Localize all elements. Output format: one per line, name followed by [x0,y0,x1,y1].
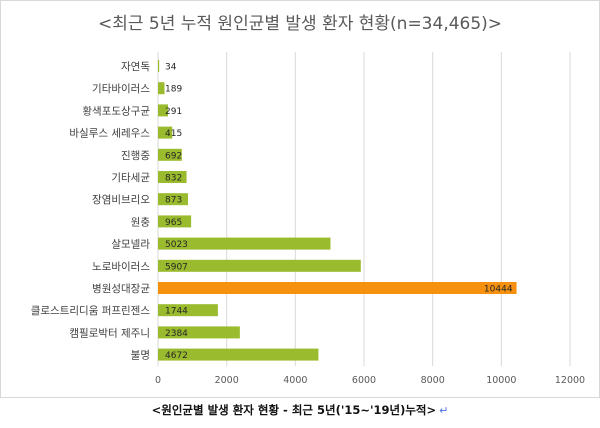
bar-data-label: 415 [165,129,182,139]
bar-data-label: 5023 [165,240,188,250]
bar-data-label: 291 [165,107,182,117]
category-label: 황색포도상구균 [82,105,150,117]
x-axis-ticks: 0 2000 4000 6000 8000 10000 12000 [155,375,585,386]
bar [158,126,173,139]
bar [158,193,188,206]
bar [158,215,192,228]
category-label: 기타바이러스 [92,83,150,95]
bar-chart: <최근 5년 누적 원인균별 발생 환자 현황(n=34,465)> 34 189… [31,14,585,386]
category-label: 병원성대장균 [92,283,150,295]
bar-data-label: 1744 [165,307,188,317]
bar-data-label: 189 [165,85,182,95]
bar-data-label: 832 [165,174,182,184]
x-tick-label: 2000 [215,375,239,386]
category-label: 캠필로박터 제주니 [69,327,150,339]
category-label: 살모넬라 [111,239,150,251]
bar-data-label: 34 [165,63,177,73]
gridlines [157,52,571,366]
bar-data-label: 873 [165,196,182,206]
x-tick-label: 4000 [283,375,307,386]
bar [158,82,165,95]
paragraph-return-icon: ↵ [439,404,449,417]
bar [158,304,218,317]
bar-data-label: 965 [165,218,182,228]
bar [158,259,361,272]
bar [158,104,168,117]
bar [158,60,160,72]
bar-data-label: 2384 [165,329,188,339]
category-label: 바실루스 세레우스 [69,128,150,140]
category-label: 클로스트리디움 퍼프린젠스 [31,305,151,317]
category-label: 진행중 [121,150,150,162]
x-tick-label: 10000 [486,375,516,386]
bar [158,148,182,161]
x-tick-label: 6000 [352,375,376,386]
category-label: 기타세균 [111,172,150,184]
bar-data-label: 4672 [165,351,188,361]
bar [158,348,319,361]
x-tick-label: 0 [155,375,161,386]
bar [158,237,331,250]
category-label: 불명 [131,350,150,362]
bar-data-label: 692 [165,151,182,161]
category-label: 노로바이러스 [92,261,150,273]
bar-data-label: 10444 [484,285,513,295]
bar [158,326,240,339]
x-tick-label: 12000 [555,375,585,386]
bar [158,282,517,294]
chart-title: <최근 5년 누적 원인균별 발생 환자 현황(n=34,465)> [98,14,502,34]
bar-data-label: 5907 [165,262,188,272]
category-label: 자연독 [121,61,150,73]
caption-text: <원인균별 발생 환자 현황 - 최근 5년('15~'19년)누적> [151,403,437,417]
x-tick-label: 8000 [421,375,445,386]
bars: 34 189 291 415 692 832 873 965 5023 5907 10444 1744… [158,60,517,361]
category-label: 장염비브리오 [92,194,150,206]
chart-caption: <원인균별 발생 환자 현황 - 최근 5년('15~'19년)누적> ↵ [0,402,600,418]
bar [158,171,187,183]
category-label: 원충 [131,216,151,228]
